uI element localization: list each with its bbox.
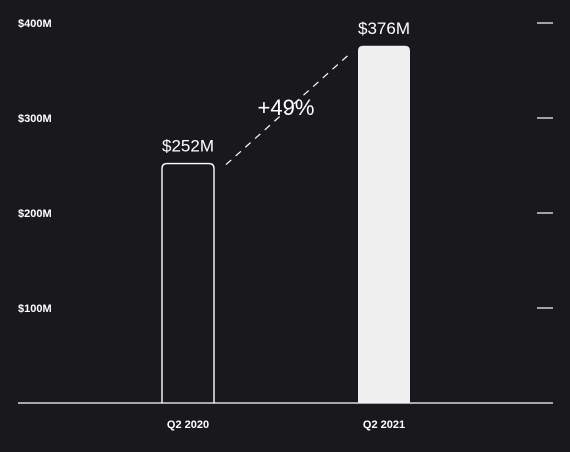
growth-annotation: +49% bbox=[258, 95, 315, 120]
value-labels: $252M $376M bbox=[162, 19, 410, 156]
y-tick-label: $400M bbox=[18, 18, 52, 30]
right-tick-marks bbox=[537, 22, 553, 309]
bar-q2-2021 bbox=[358, 45, 410, 404]
bar-q2-2020 bbox=[161, 162, 215, 403]
growth-connector-line bbox=[225, 51, 353, 166]
y-tick-label: $100M bbox=[18, 303, 52, 315]
x-category-label: Q2 2020 bbox=[167, 419, 209, 431]
bar-value-label: $252M bbox=[162, 137, 214, 156]
x-axis-labels: Q2 2020 Q2 2021 bbox=[167, 419, 405, 431]
bar-value-label: $376M bbox=[358, 19, 410, 38]
x-category-label: Q2 2021 bbox=[363, 419, 405, 431]
y-tick-label: $300M bbox=[18, 113, 52, 125]
y-axis-labels: $100M $200M $300M $400M bbox=[18, 18, 52, 315]
y-tick-label: $200M bbox=[18, 208, 52, 220]
bars bbox=[161, 45, 410, 404]
